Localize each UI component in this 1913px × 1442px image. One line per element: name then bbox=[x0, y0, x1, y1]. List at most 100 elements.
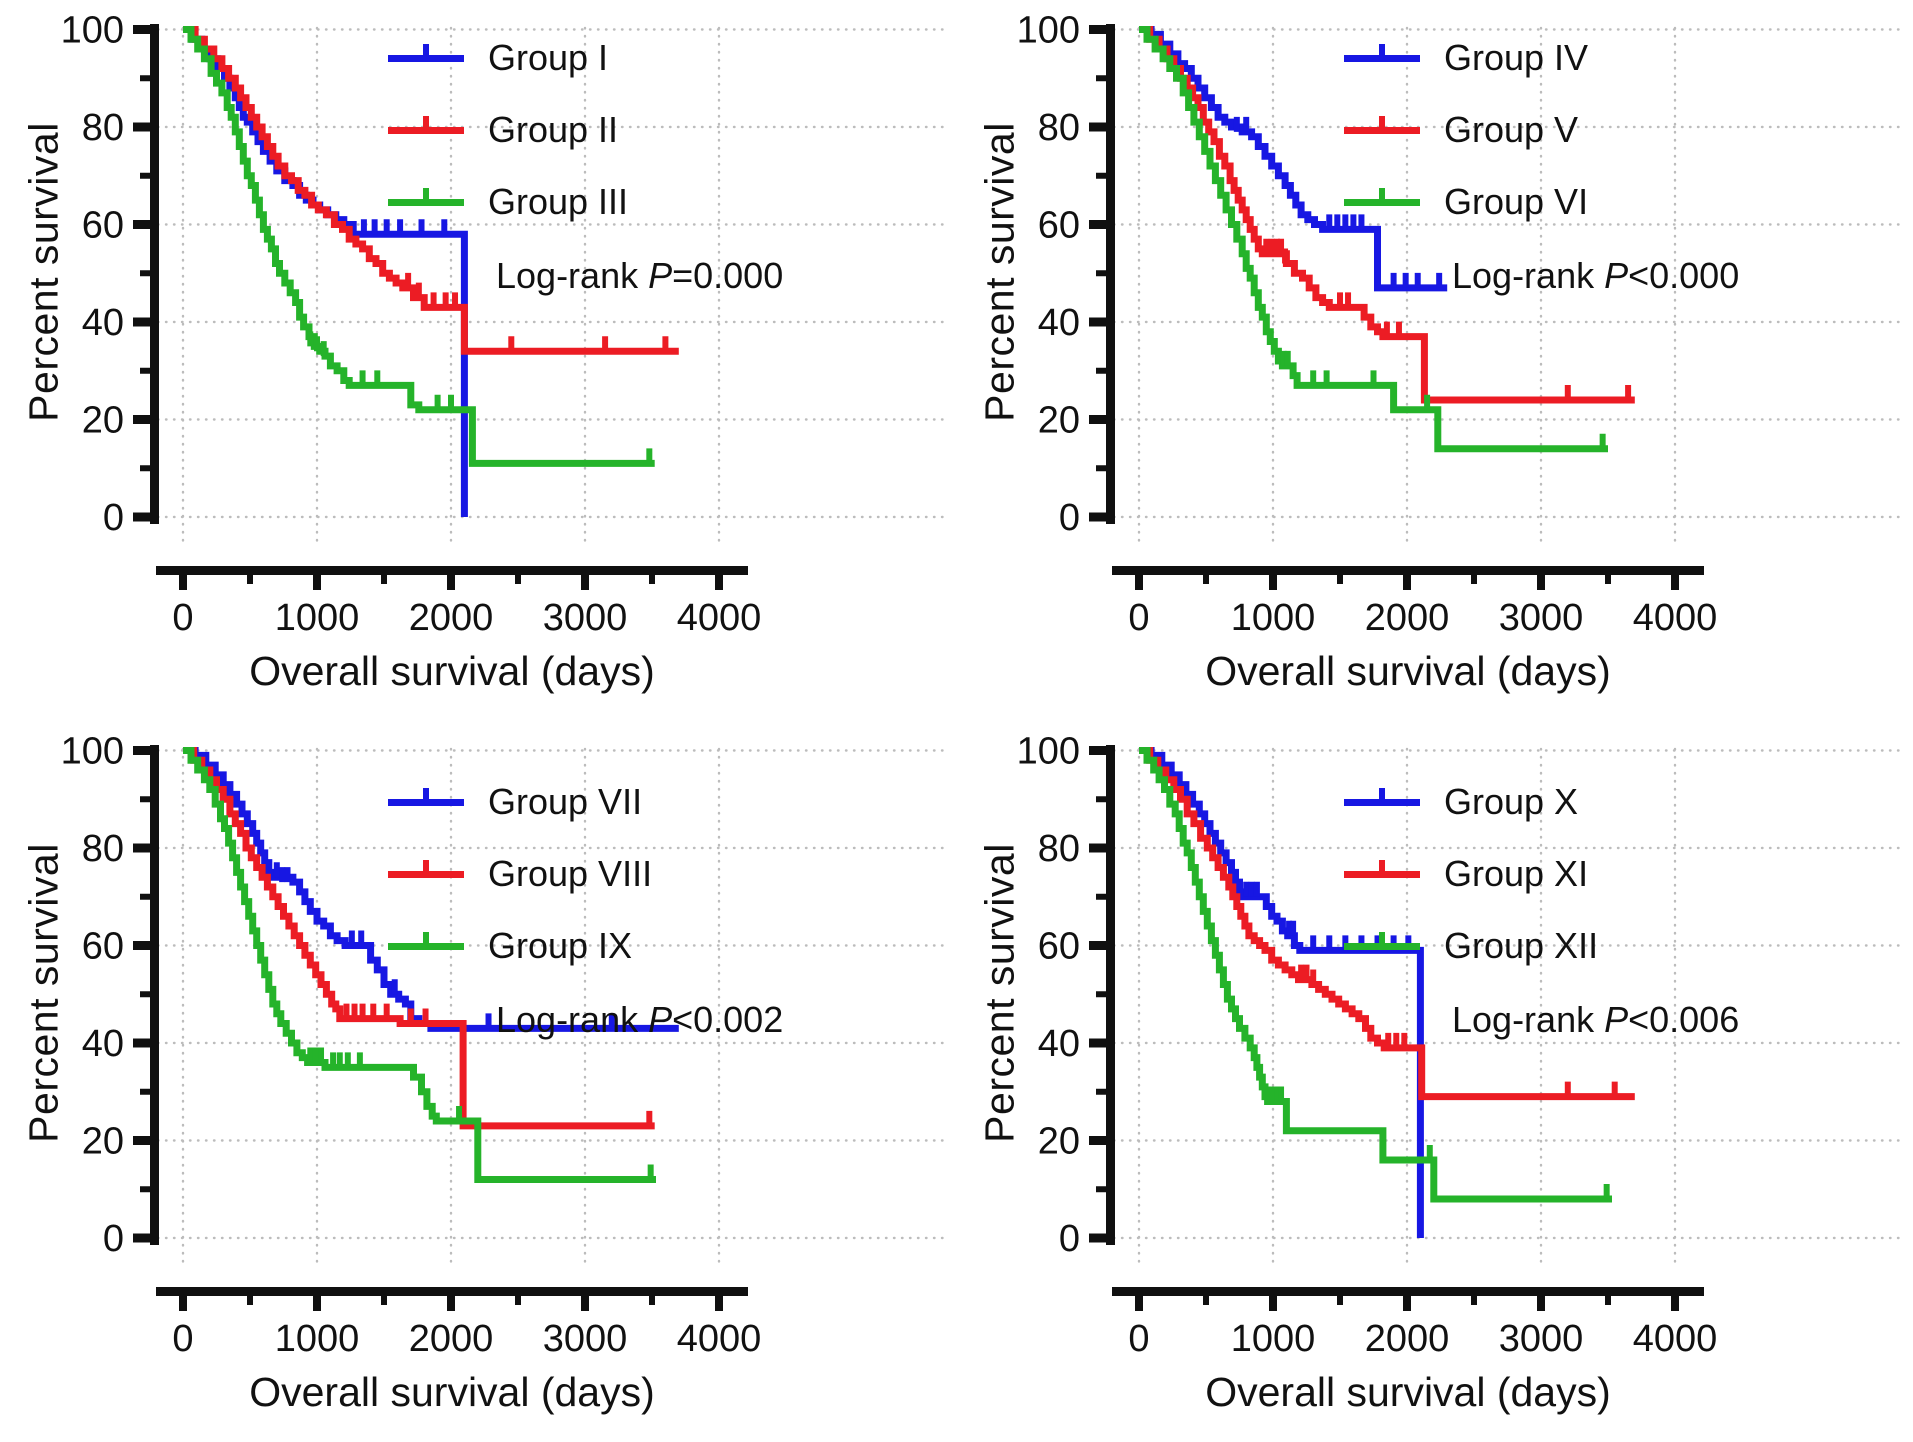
svg-text:100: 100 bbox=[61, 10, 124, 52]
legend-label: Group IV bbox=[1444, 37, 1589, 78]
svg-text:20: 20 bbox=[1038, 400, 1080, 442]
svg-text:60: 60 bbox=[1038, 205, 1080, 247]
legend-key-icon bbox=[1344, 927, 1420, 965]
svg-text:1000: 1000 bbox=[275, 1318, 360, 1360]
legend-label: Group VIII bbox=[488, 853, 653, 894]
legend: Group VII Group VIII Group IX Log-rank P<… bbox=[388, 781, 948, 1041]
panel-top-right: 0 20 40 60 80 100 0 1000 2000 3000 4000 Percent su… bbox=[956, 0, 1913, 721]
svg-text:100: 100 bbox=[1017, 10, 1080, 52]
svg-text:40: 40 bbox=[1038, 1023, 1080, 1065]
svg-text:4000: 4000 bbox=[677, 1318, 762, 1360]
svg-text:2000: 2000 bbox=[1365, 1318, 1450, 1360]
svg-text:40: 40 bbox=[82, 302, 124, 344]
legend-label: Group IX bbox=[488, 925, 633, 966]
legend-key-icon bbox=[388, 855, 464, 893]
svg-text:100: 100 bbox=[61, 731, 124, 773]
svg-text:20: 20 bbox=[82, 400, 124, 442]
svg-text:60: 60 bbox=[82, 926, 124, 968]
legend-label: Group VII bbox=[488, 781, 643, 822]
svg-text:1000: 1000 bbox=[275, 597, 360, 639]
panel-bottom-left: 0 20 40 60 80 100 0 1000 2000 3000 4000 Percent su… bbox=[0, 721, 956, 1442]
svg-text:100: 100 bbox=[1017, 731, 1080, 773]
legend-key-icon bbox=[388, 39, 464, 77]
legend-item-group-ix: Group IX bbox=[388, 925, 948, 966]
svg-text:4000: 4000 bbox=[1633, 597, 1718, 639]
svg-text:80: 80 bbox=[82, 107, 124, 149]
legend-item-group-i: Group I bbox=[388, 37, 948, 78]
svg-text:20: 20 bbox=[1038, 1121, 1080, 1163]
x-axis-title: Overall survival (days) bbox=[249, 1369, 655, 1415]
svg-text:1000: 1000 bbox=[1231, 1318, 1316, 1360]
svg-text:2000: 2000 bbox=[409, 1318, 494, 1360]
svg-text:20: 20 bbox=[82, 1121, 124, 1163]
legend-item-group-xii: Group XII bbox=[1344, 925, 1904, 966]
legend-key-icon bbox=[1344, 111, 1420, 149]
legend-label: Group XI bbox=[1444, 853, 1589, 894]
svg-text:80: 80 bbox=[1038, 828, 1080, 870]
svg-text:0: 0 bbox=[1059, 1218, 1080, 1260]
svg-text:3000: 3000 bbox=[1499, 1318, 1584, 1360]
legend-label: Group X bbox=[1444, 781, 1579, 822]
svg-text:3000: 3000 bbox=[543, 597, 628, 639]
svg-text:0: 0 bbox=[1059, 497, 1080, 539]
legend-label: Group I bbox=[488, 37, 609, 78]
log-rank-annotation: Log-rank P<0.006 bbox=[1452, 999, 1740, 1040]
svg-text:3000: 3000 bbox=[1499, 597, 1584, 639]
svg-text:2000: 2000 bbox=[409, 597, 494, 639]
svg-text:0: 0 bbox=[103, 1218, 124, 1260]
svg-text:0: 0 bbox=[1128, 597, 1149, 639]
legend-item-group-ii: Group II bbox=[388, 109, 948, 150]
log-rank-annotation: Log-rank P<0.002 bbox=[496, 999, 784, 1040]
legend-key-icon bbox=[388, 927, 464, 965]
x-axis-title: Overall survival (days) bbox=[249, 648, 655, 694]
legend-item-group-x: Group X bbox=[1344, 781, 1904, 822]
x-axis-title: Overall survival (days) bbox=[1205, 1369, 1611, 1415]
svg-text:0: 0 bbox=[1128, 1318, 1149, 1360]
legend-key-icon bbox=[388, 111, 464, 149]
legend-label: Group III bbox=[488, 181, 629, 222]
svg-text:80: 80 bbox=[82, 828, 124, 870]
svg-text:0: 0 bbox=[172, 1318, 193, 1360]
svg-text:0: 0 bbox=[103, 497, 124, 539]
log-rank-annotation: Log-rank P<0.000 bbox=[1452, 255, 1740, 296]
legend-item-group-viii: Group VIII bbox=[388, 853, 948, 894]
svg-text:40: 40 bbox=[1038, 302, 1080, 344]
legend: Group X Group XI Group XII Log-rank P<0.0… bbox=[1344, 781, 1904, 1041]
legend-key-icon bbox=[1344, 183, 1420, 221]
legend-item-group-iii: Group III bbox=[388, 181, 948, 222]
legend-item-group-iv: Group IV bbox=[1344, 37, 1904, 78]
legend-label: Group II bbox=[488, 109, 619, 150]
y-axis-title: Percent survival bbox=[976, 122, 1023, 422]
svg-text:40: 40 bbox=[82, 1023, 124, 1065]
legend-label: Group VI bbox=[1444, 181, 1589, 222]
svg-text:4000: 4000 bbox=[677, 597, 762, 639]
log-rank-annotation: Log-rank P=0.000 bbox=[496, 255, 784, 296]
legend: Group I Group II Group III Log-rank P=0.0… bbox=[388, 37, 948, 297]
legend-item-group-xi: Group XI bbox=[1344, 853, 1904, 894]
svg-text:1000: 1000 bbox=[1231, 597, 1316, 639]
y-axis-title: Percent survival bbox=[20, 122, 67, 422]
svg-text:2000: 2000 bbox=[1365, 597, 1450, 639]
legend-key-icon bbox=[388, 183, 464, 221]
panel-top-left: 0 20 40 60 80 100 0 1000 2000 3000 4000 Percent su… bbox=[0, 0, 956, 721]
y-axis-title: Percent survival bbox=[20, 843, 67, 1143]
legend-key-icon bbox=[388, 783, 464, 821]
svg-text:3000: 3000 bbox=[543, 1318, 628, 1360]
legend-key-icon bbox=[1344, 855, 1420, 893]
legend-key-icon bbox=[1344, 783, 1420, 821]
legend-label: Group V bbox=[1444, 109, 1579, 150]
legend-label: Group XII bbox=[1444, 925, 1599, 966]
svg-text:0: 0 bbox=[172, 597, 193, 639]
x-axis-title: Overall survival (days) bbox=[1205, 648, 1611, 694]
svg-text:80: 80 bbox=[1038, 107, 1080, 149]
legend-item-group-v: Group V bbox=[1344, 109, 1904, 150]
legend-item-group-vi: Group VI bbox=[1344, 181, 1904, 222]
svg-text:4000: 4000 bbox=[1633, 1318, 1718, 1360]
y-axis-title: Percent survival bbox=[976, 843, 1023, 1143]
svg-text:60: 60 bbox=[82, 205, 124, 247]
